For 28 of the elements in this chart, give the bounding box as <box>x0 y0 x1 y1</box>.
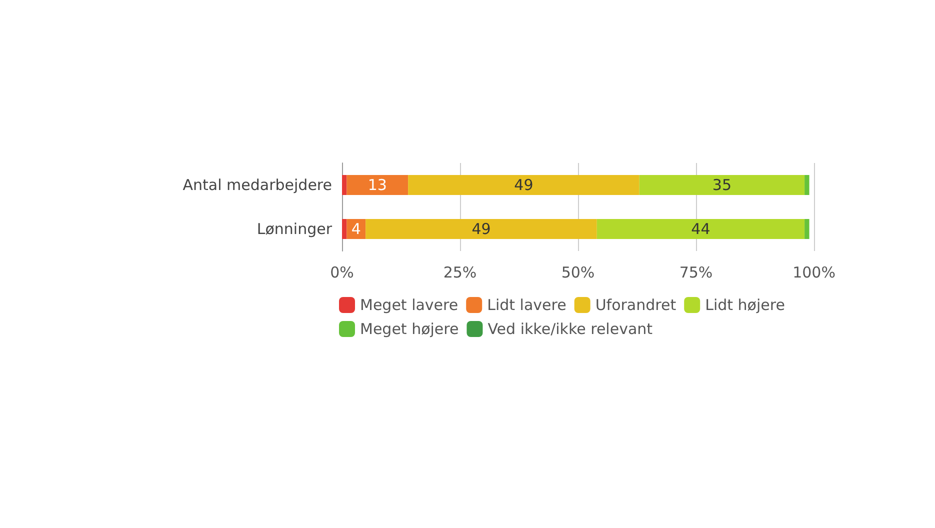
x-tick-label: 25% <box>443 264 477 282</box>
x-tick-label: 0% <box>330 264 354 282</box>
data-label: 13 <box>368 176 387 194</box>
data-label: 49 <box>514 176 534 194</box>
legend-label: Lidt lavere <box>487 296 566 314</box>
bar <box>342 175 347 195</box>
bar <box>366 219 597 239</box>
bar <box>804 175 810 195</box>
legend-label: Meget lavere <box>360 296 458 314</box>
bar <box>342 219 347 239</box>
data-label: 49 <box>472 220 491 238</box>
data-label: 35 <box>712 176 732 194</box>
bar <box>596 219 805 239</box>
bar <box>408 175 640 195</box>
legend-label: Uforandret <box>595 296 676 314</box>
bar <box>639 175 805 195</box>
bar <box>346 175 408 195</box>
y-tick-label: Antal medarbejdere <box>182 176 332 194</box>
x-tick-label: 50% <box>561 264 595 282</box>
data-label: 4 <box>351 220 361 238</box>
legend-label: Lidt højere <box>705 296 785 314</box>
x-tick-label: 100% <box>792 264 836 282</box>
bar <box>804 219 810 239</box>
y-tick-label: Lønninger <box>256 220 333 238</box>
legend-label: Meget højere <box>360 320 459 338</box>
data-label: 44 <box>691 220 710 238</box>
x-tick-label: 75% <box>679 264 713 282</box>
legend-label: Ved ikke/ikke relevant <box>488 320 653 338</box>
